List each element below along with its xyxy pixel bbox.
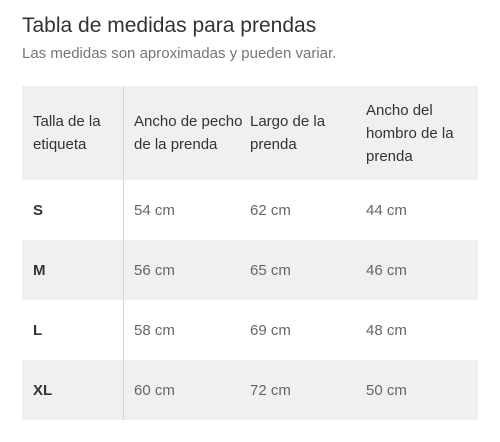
page-subtitle: Las medidas son aproximadas y pueden var… [22, 45, 337, 62]
column-divider [123, 86, 124, 420]
size-cell: XL [33, 381, 53, 399]
shoulder-width-cell: 48 cm [366, 321, 407, 339]
length-cell: 72 cm [250, 381, 291, 399]
length-cell: 65 cm [250, 261, 291, 279]
column-header-size: Talla de la etiqueta [33, 113, 101, 153]
table-row: S 54 cm 62 cm 44 cm [22, 180, 478, 240]
chest-width-cell: 56 cm [134, 261, 175, 279]
shoulder-width-cell: 50 cm [366, 381, 407, 399]
table-row: L 58 cm 69 cm 48 cm [22, 300, 478, 360]
column-header-length: Largo de la prenda [250, 113, 326, 153]
chest-width-cell: 58 cm [134, 321, 175, 339]
page-title: Tabla de medidas para prendas [22, 14, 317, 37]
size-cell: L [33, 321, 43, 339]
table-row: XL 60 cm 72 cm 50 cm [22, 360, 478, 420]
size-chart-table: Talla de la etiqueta Ancho de pecho de l… [22, 86, 478, 420]
chest-width-cell: 60 cm [134, 381, 175, 399]
table-header-row: Talla de la etiqueta Ancho de pecho de l… [22, 86, 478, 180]
size-cell: S [33, 201, 44, 219]
length-cell: 62 cm [250, 201, 291, 219]
chest-width-cell: 54 cm [134, 201, 175, 219]
shoulder-width-cell: 44 cm [366, 201, 407, 219]
size-cell: M [33, 261, 46, 279]
table-row: M 56 cm 65 cm 46 cm [22, 240, 478, 300]
column-header-shoulder-width: Ancho del hombro de la prenda [366, 101, 454, 165]
length-cell: 69 cm [250, 321, 291, 339]
column-header-chest-width: Ancho de pecho de la prenda [134, 113, 243, 153]
shoulder-width-cell: 46 cm [366, 261, 407, 279]
